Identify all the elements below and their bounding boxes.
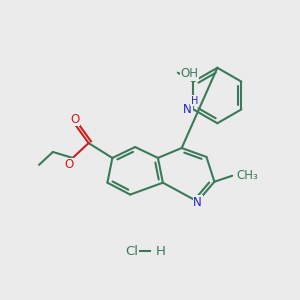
Text: N: N [183, 103, 192, 116]
Text: O: O [64, 158, 74, 171]
Text: H: H [191, 96, 198, 106]
Text: H: H [156, 244, 166, 258]
Text: N: N [193, 196, 202, 209]
Text: OH: OH [181, 67, 199, 80]
Text: Cl: Cl [125, 244, 138, 258]
Text: O: O [70, 113, 79, 126]
Text: CH₃: CH₃ [236, 169, 258, 182]
